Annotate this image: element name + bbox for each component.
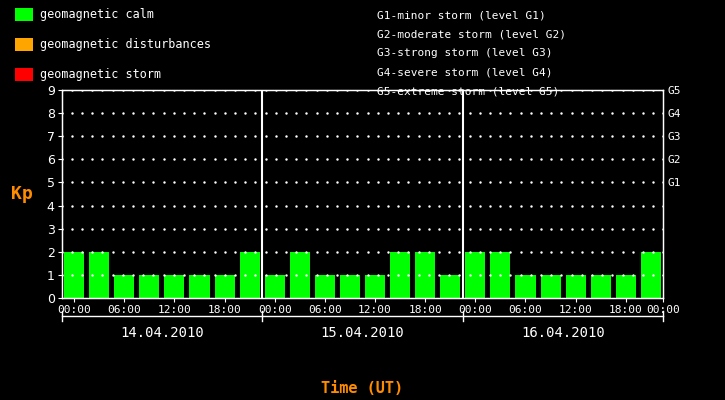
Bar bbox=[340, 275, 360, 298]
Text: geomagnetic calm: geomagnetic calm bbox=[40, 8, 154, 21]
Bar bbox=[490, 252, 510, 298]
Bar bbox=[315, 275, 335, 298]
Text: 14.04.2010: 14.04.2010 bbox=[120, 326, 204, 340]
Text: G2-moderate storm (level G2): G2-moderate storm (level G2) bbox=[377, 29, 566, 39]
Text: 16.04.2010: 16.04.2010 bbox=[521, 326, 605, 340]
Bar bbox=[365, 275, 385, 298]
Bar bbox=[265, 275, 285, 298]
Bar bbox=[390, 252, 410, 298]
Bar bbox=[139, 275, 160, 298]
Bar bbox=[89, 252, 109, 298]
Text: geomagnetic storm: geomagnetic storm bbox=[40, 68, 161, 81]
Bar bbox=[290, 252, 310, 298]
Text: G3-strong storm (level G3): G3-strong storm (level G3) bbox=[377, 48, 552, 58]
Bar bbox=[64, 252, 84, 298]
Bar bbox=[566, 275, 586, 298]
Bar bbox=[440, 275, 460, 298]
Text: G1-minor storm (level G1): G1-minor storm (level G1) bbox=[377, 10, 546, 20]
Text: Kp: Kp bbox=[11, 185, 33, 203]
Bar bbox=[240, 252, 260, 298]
Bar bbox=[165, 275, 184, 298]
Text: G5-extreme storm (level G5): G5-extreme storm (level G5) bbox=[377, 87, 559, 97]
Bar bbox=[465, 252, 485, 298]
Bar bbox=[215, 275, 235, 298]
Bar bbox=[115, 275, 134, 298]
Text: Time (UT): Time (UT) bbox=[321, 381, 404, 396]
Bar bbox=[591, 275, 610, 298]
Bar bbox=[189, 275, 210, 298]
Bar bbox=[641, 252, 661, 298]
Bar bbox=[415, 252, 435, 298]
Bar bbox=[541, 275, 560, 298]
Text: 15.04.2010: 15.04.2010 bbox=[320, 326, 405, 340]
Bar bbox=[616, 275, 636, 298]
Text: G4-severe storm (level G4): G4-severe storm (level G4) bbox=[377, 68, 552, 78]
Text: geomagnetic disturbances: geomagnetic disturbances bbox=[40, 38, 211, 51]
Bar bbox=[515, 275, 536, 298]
